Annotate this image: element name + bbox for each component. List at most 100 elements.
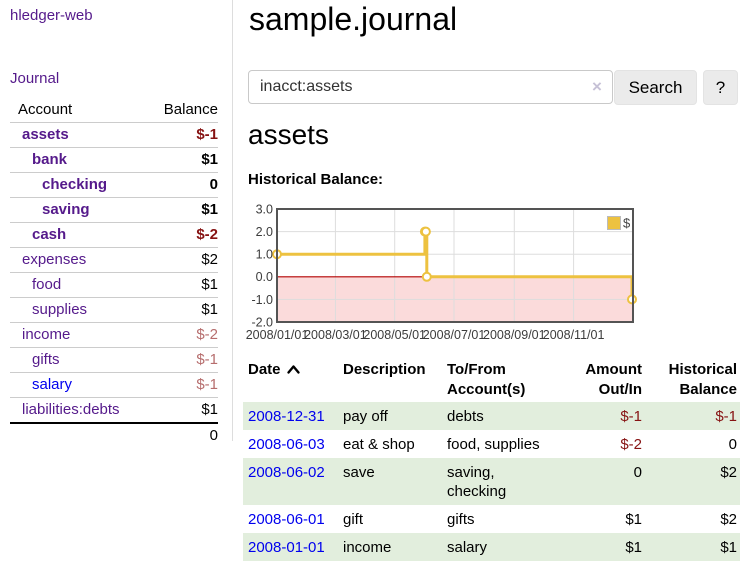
txn-amount: $-2 — [620, 436, 642, 453]
account-row: liabilities:debts $1 — [10, 397, 218, 424]
svg-text:2008/05/01: 2008/05/01 — [363, 328, 426, 342]
y-axis-labels: 3.0 2.0 1.0 0.0 -1.0 -2.0 — [251, 202, 273, 329]
account-balance: $1 — [142, 147, 218, 173]
account-balance: $1 — [142, 397, 218, 424]
account-row: saving $1 — [10, 197, 218, 223]
txn-date-link[interactable]: 2008-06-03 — [248, 436, 325, 453]
column-header-date[interactable]: Date — [243, 360, 343, 402]
account-link-income[interactable]: income — [22, 326, 71, 343]
svg-text:2008/01/01: 2008/01/01 — [246, 328, 309, 342]
account-row: salary $-1 — [10, 372, 218, 398]
account-balance: $-1 — [142, 122, 218, 148]
txn-amount: $1 — [552, 533, 645, 561]
txn-description: eat & shop — [343, 436, 415, 453]
table-row: 2008-06-03 eat & shop food, supplies $-2… — [243, 430, 740, 458]
account-link-checking[interactable]: checking — [42, 176, 108, 193]
txn-accounts: gifts — [447, 511, 475, 528]
accounts-total-row: 0 — [10, 422, 218, 448]
txn-description: pay off — [343, 402, 447, 430]
txn-accounts: saving, checking — [447, 458, 552, 505]
txn-accounts: debts — [447, 402, 552, 430]
account-link-food[interactable]: food — [32, 276, 62, 293]
account-row: cash $-2 — [10, 222, 218, 248]
account-link-saving[interactable]: saving — [42, 201, 90, 218]
account-link-expenses[interactable]: expenses — [22, 251, 87, 268]
account-balance: 0 — [142, 172, 218, 198]
txn-amount: $1 — [625, 511, 642, 528]
txn-accounts: food, supplies — [447, 436, 540, 453]
table-row: 2008-12-31 pay off debts $-1 $-1 — [243, 402, 740, 430]
accounts-total-value: 0 — [142, 422, 218, 448]
table-row: 2008-06-02 save saving, checking 0 $2 — [243, 458, 740, 505]
sidebar-divider — [232, 0, 233, 441]
clear-search-icon[interactable]: × — [592, 77, 602, 96]
column-header-description: Description — [343, 361, 426, 378]
x-axis-labels: 2008/01/01 2008/03/01 2008/05/01 2008/07… — [246, 328, 605, 342]
svg-text:-2.0: -2.0 — [251, 315, 273, 329]
account-balance: $1 — [142, 197, 218, 223]
account-row: food $1 — [10, 272, 218, 298]
txn-balance: 0 — [728, 436, 737, 453]
svg-text:3.0: 3.0 — [256, 202, 273, 216]
svg-text:2008/07/01: 2008/07/01 — [423, 328, 486, 342]
accounts-header-account: Account — [10, 101, 143, 123]
account-row: gifts $-1 — [10, 347, 218, 373]
txn-date-link[interactable]: 2008-06-01 — [248, 511, 325, 528]
legend-swatch — [607, 216, 621, 230]
txn-balance: $1 — [645, 533, 740, 561]
svg-text:2.0: 2.0 — [256, 225, 273, 239]
txn-description: income — [343, 533, 447, 561]
negative-region — [278, 276, 632, 321]
search-input[interactable] — [248, 70, 613, 104]
help-button[interactable]: ? — [703, 70, 738, 105]
column-header-balance: Historical Balance — [668, 361, 737, 398]
account-row: assets $-1 — [10, 122, 218, 148]
account-balance: $1 — [142, 297, 218, 323]
sidebar-item-journal[interactable]: Journal — [10, 70, 60, 87]
account-row: supplies $1 — [10, 297, 218, 323]
account-link-gifts[interactable]: gifts — [32, 351, 60, 368]
account-link-liabilities-debts[interactable]: liabilities:debts — [22, 401, 120, 418]
txn-balance: $2 — [645, 458, 740, 505]
txn-description: save — [343, 458, 447, 505]
chart-section-label: Historical Balance: — [248, 171, 384, 188]
account-heading: assets — [248, 119, 329, 150]
svg-text:2008/11/01: 2008/11/01 — [543, 328, 605, 342]
account-balance: $-1 — [142, 347, 218, 373]
legend-label: $ — [623, 216, 631, 231]
column-header-accounts: To/From Account(s) — [447, 361, 526, 398]
account-balance: $-2 — [142, 222, 218, 248]
account-link-assets[interactable]: assets — [22, 126, 69, 143]
account-link-bank[interactable]: bank — [32, 151, 68, 168]
account-row: bank $1 — [10, 147, 218, 173]
table-row: 2008-01-01 income salary $1 $1 — [243, 533, 740, 561]
svg-text:-1.0: -1.0 — [251, 293, 273, 307]
account-row: checking 0 — [10, 172, 218, 198]
brand-link[interactable]: hledger-web — [10, 7, 93, 24]
account-balance: $-1 — [142, 372, 218, 398]
svg-text:0.0: 0.0 — [256, 270, 273, 284]
transactions-table: Date Description To/From Account(s) Amou… — [243, 360, 740, 561]
account-link-supplies[interactable]: supplies — [32, 301, 88, 318]
search-button[interactable]: Search — [614, 70, 697, 105]
txn-balance: $2 — [720, 511, 737, 528]
txn-accounts: salary — [447, 533, 552, 561]
txn-balance: $-1 — [645, 402, 740, 430]
account-row: income $-2 — [10, 322, 218, 348]
svg-text:1.0: 1.0 — [256, 248, 273, 262]
chart-border — [276, 208, 634, 323]
column-header-amount: Amount Out/In — [585, 361, 642, 398]
txn-date-link[interactable]: 2008-12-31 — [248, 408, 325, 425]
txn-date-link[interactable]: 2008-06-02 — [248, 464, 325, 481]
accounts-table: Account Balance assets $-1 bank $1 check… — [10, 101, 218, 448]
transactions-header-row: Date Description To/From Account(s) Amou… — [243, 360, 740, 402]
txn-amount: $-1 — [552, 402, 645, 430]
txn-date-link[interactable]: 2008-01-01 — [248, 539, 325, 556]
account-row: expenses $2 — [10, 247, 218, 273]
account-balance: $1 — [142, 272, 218, 298]
txn-amount: 0 — [552, 458, 645, 505]
chart-legend: $ — [607, 216, 631, 231]
account-link-cash[interactable]: cash — [32, 226, 67, 243]
account-link-salary[interactable]: salary — [32, 376, 73, 393]
